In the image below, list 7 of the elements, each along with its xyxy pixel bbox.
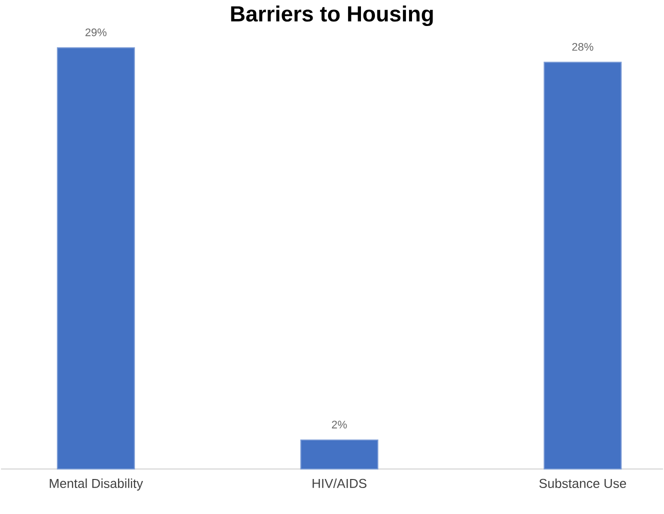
data-label: 29% — [86, 28, 106, 36]
data-label: 2% — [332, 420, 347, 428]
x-tick-label: HIV/AIDS — [312, 478, 366, 488]
chart-title: Barriers to Housing — [231, 6, 433, 26]
x-tick-label: Mental Disability — [50, 478, 144, 491]
data-label: 28% — [572, 42, 594, 51]
x-tick-label: Substance Use — [539, 478, 626, 488]
